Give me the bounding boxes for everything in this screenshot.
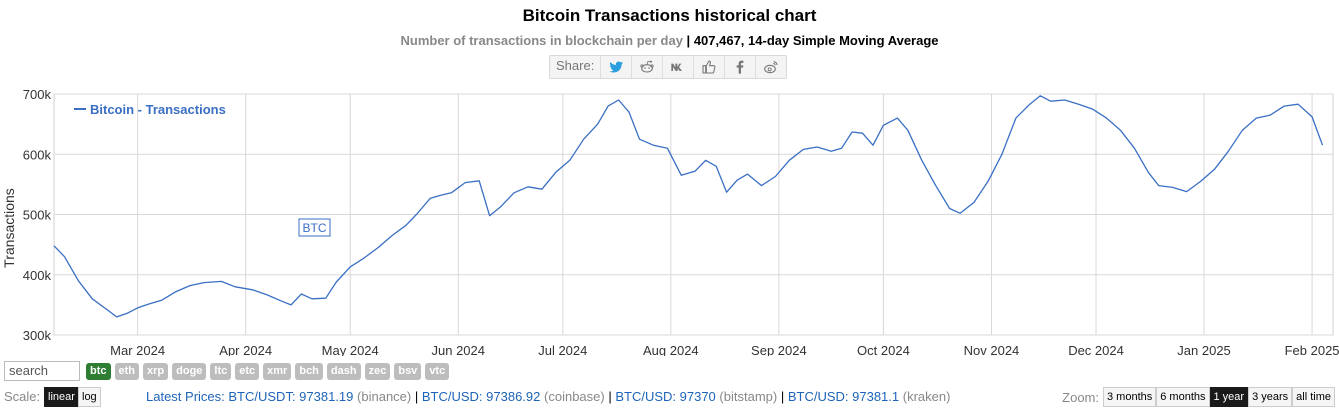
legend-entry-bitcoin-transactions: Bitcoin - Transactions [90,102,226,117]
prices-label: Latest Prices: [146,389,225,404]
y-tick-label: 300k [23,328,52,343]
price-source-binance: (binance) [357,389,412,404]
x-tick-label: Apr 2024 [219,343,272,356]
subtitle-separator: | [682,33,694,48]
zoom-3-years-button[interactable]: 3 years [1248,387,1293,407]
coin-list: btc eth xrp doge ltc etc xmr bch dash zec bsv vtc [86,362,450,380]
x-tick-label: Oct 2024 [857,343,910,356]
coin-button-vtc[interactable]: vtc [425,362,450,380]
price-coinbase[interactable]: BTC/USD: 97386.92 [421,389,541,404]
subtitle-label: Number of transactions in blockchain per… [400,33,683,48]
price-source-bitstamp: (bitstamp) [719,389,778,404]
zoom-6-months-button[interactable]: 6 months [1156,387,1210,407]
share-facebook-button[interactable] [724,56,755,78]
price-separator: | [608,389,612,404]
zoom-3-months-button[interactable]: 3 months [1103,387,1157,407]
y-tick-label: 600k [23,147,52,162]
share-like-button[interactable] [693,56,724,78]
legend: Bitcoin - Transactions [74,102,226,117]
chart-grid [53,93,1334,336]
coin-button-bsv[interactable]: bsv [394,362,422,380]
scale-label: Scale: [4,389,41,404]
price-kraken[interactable]: BTC/USD: 97381.1 [787,389,900,404]
coin-button-zec[interactable]: zec [364,362,391,380]
x-tick-label: Mar 2024 [110,343,165,356]
zoom-1-year-button[interactable]: 1 year [1209,387,1249,407]
coin-button-dash[interactable]: dash [326,362,361,380]
vk-icon [671,63,683,71]
x-tick-label: Aug 2024 [643,343,699,356]
price-source-coinbase: (coinbase) [544,389,605,404]
x-tick-label: Feb 2025 [1285,343,1339,356]
btc-flag-label: BTC [303,221,327,235]
x-axis: Mar 2024 Apr 2024 May 2024 Jun 2024 Jul 2024… [110,343,1339,356]
price-source-kraken: (kraken) [902,389,951,404]
y-tick-label: 700k [23,90,52,102]
coin-bar: search btc eth xrp doge ltc etc xmr bch dash zec b… [4,361,450,381]
chart-title: Bitcoin Transactions historical chart [522,6,817,25]
y-tick-label: 400k [23,268,52,283]
x-tick-label: Dec 2024 [1068,343,1124,356]
x-tick-label: Sep 2024 [751,343,807,356]
weibo-icon [764,61,778,74]
scale-log-button[interactable]: log [78,387,101,407]
price-bitstamp[interactable]: BTC/USD: 97370 [615,389,716,404]
scale-linear-button[interactable]: linear [44,387,79,407]
share-twitter-button[interactable] [600,56,631,78]
share-bar: Share: [549,55,788,79]
series-bitcoin-transactions [53,95,1324,318]
coin-button-eth[interactable]: eth [114,362,139,380]
coin-button-doge[interactable]: doge [172,362,207,380]
footer-bar: Scale: linear log Latest Prices: BTC/USD… [4,387,1339,407]
like-icon [702,60,716,74]
reddit-icon [640,60,654,73]
transactions-chart: 300k 400k 500k 600k 700k Mar 2024 Apr 2024 May… [1,90,1339,356]
facebook-icon [736,60,744,74]
twitter-icon [609,61,624,73]
search-input[interactable]: search [4,361,80,381]
share-label: Share: [556,58,595,73]
x-tick-label: May 2024 [322,343,379,356]
price-separator: | [780,389,785,404]
share-vk-button[interactable] [662,56,693,78]
x-tick-label: Jul 2024 [538,343,587,356]
coin-button-bch[interactable]: bch [295,362,323,380]
series-line-bitcoin-transactions [53,95,1324,318]
y-axis: 300k 400k 500k 600k 700k [23,90,52,343]
btc-flag-marker[interactable]: BTC [298,218,331,237]
coin-button-xmr[interactable]: xmr [263,362,292,380]
latest-prices: Latest Prices: BTC/USDT: 97381.19 (binan… [146,389,950,404]
coin-button-etc[interactable]: etc [235,362,260,380]
coin-button-btc[interactable]: btc [86,362,111,380]
zoom-controls: Zoom: 3 months 6 months 1 year 3 years a… [1062,387,1335,407]
share-reddit-button[interactable] [631,56,662,78]
y-axis-label: Transactions [1,188,17,268]
y-tick-label: 500k [23,208,52,223]
share-weibo-button[interactable] [755,56,786,78]
x-tick-label: Jan 2025 [1177,343,1231,356]
price-separator: | [414,389,419,404]
chart-subtitle: Number of transactions in blockchain per… [0,33,1339,48]
zoom-label: Zoom: [1062,389,1099,405]
subtitle-value: 407,467, 14-day Simple Moving Average [693,33,939,48]
zoom-all-time-button[interactable]: all time [1292,387,1335,407]
x-tick-label: Jun 2024 [432,343,486,356]
coin-button-ltc[interactable]: ltc [210,362,232,380]
price-binance[interactable]: BTC/USDT: 97381.19 [228,389,354,404]
x-tick-label: Nov 2024 [964,343,1020,356]
coin-button-xrp[interactable]: xrp [143,362,169,380]
